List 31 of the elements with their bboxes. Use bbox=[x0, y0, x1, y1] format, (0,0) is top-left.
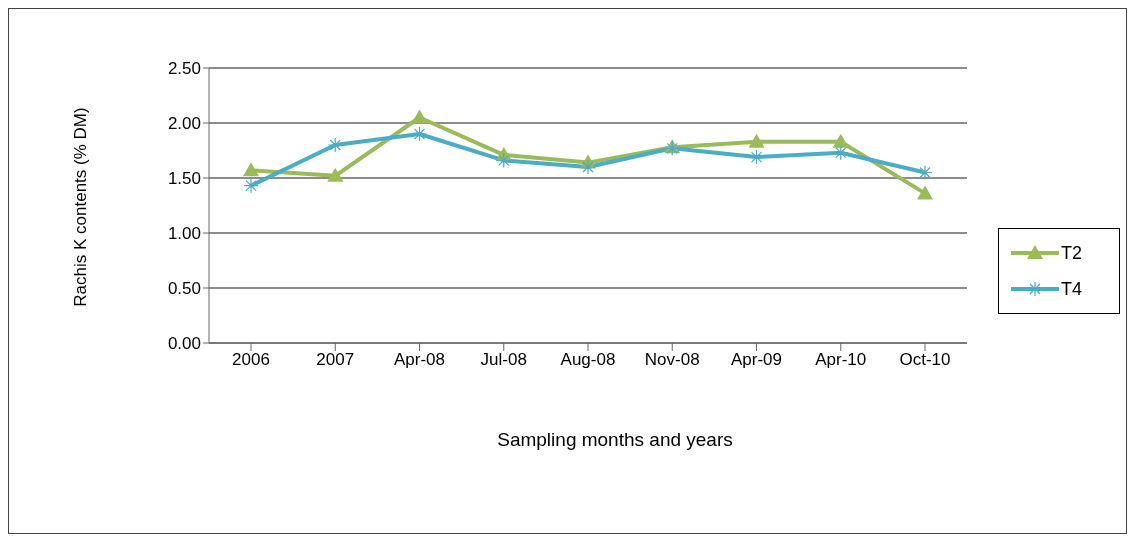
point bbox=[580, 159, 596, 175]
y-tick-label: 2.00 bbox=[167, 114, 201, 134]
point bbox=[411, 109, 428, 124]
point bbox=[243, 162, 259, 177]
x-tick-label: 2006 bbox=[232, 350, 270, 370]
point bbox=[832, 133, 849, 148]
y-tick-label: 1.50 bbox=[167, 169, 201, 189]
y-tick-label: 1.00 bbox=[167, 224, 201, 244]
y-axis-title: Rachis K contents (% DM) bbox=[71, 106, 91, 307]
point bbox=[917, 185, 933, 200]
point bbox=[748, 133, 765, 148]
point bbox=[917, 164, 933, 181]
x-tick-label: 2007 bbox=[316, 350, 355, 370]
x-tick-label: Apr-08 bbox=[393, 350, 446, 370]
point bbox=[327, 137, 343, 153]
y-tick-label: 0.00 bbox=[167, 334, 201, 354]
point bbox=[243, 178, 259, 194]
point bbox=[327, 167, 344, 182]
x-tick-label: Apr-09 bbox=[730, 350, 783, 370]
legend-label: T4 bbox=[1061, 278, 1083, 300]
legend-label: T2 bbox=[1061, 242, 1083, 264]
x-axis-title: Sampling months and years bbox=[496, 429, 734, 451]
x-tick-label: Jul-08 bbox=[480, 350, 527, 370]
x-tick-label: Oct-10 bbox=[899, 350, 951, 370]
point bbox=[496, 152, 512, 168]
x-tick-label: Apr-10 bbox=[815, 350, 867, 370]
point bbox=[833, 145, 849, 161]
x-tick-label: Nov-08 bbox=[644, 350, 700, 370]
y-tick-label: 0.50 bbox=[167, 279, 201, 299]
y-tick-label: 2.50 bbox=[167, 59, 201, 79]
x-tick-label: Aug-08 bbox=[560, 350, 616, 370]
